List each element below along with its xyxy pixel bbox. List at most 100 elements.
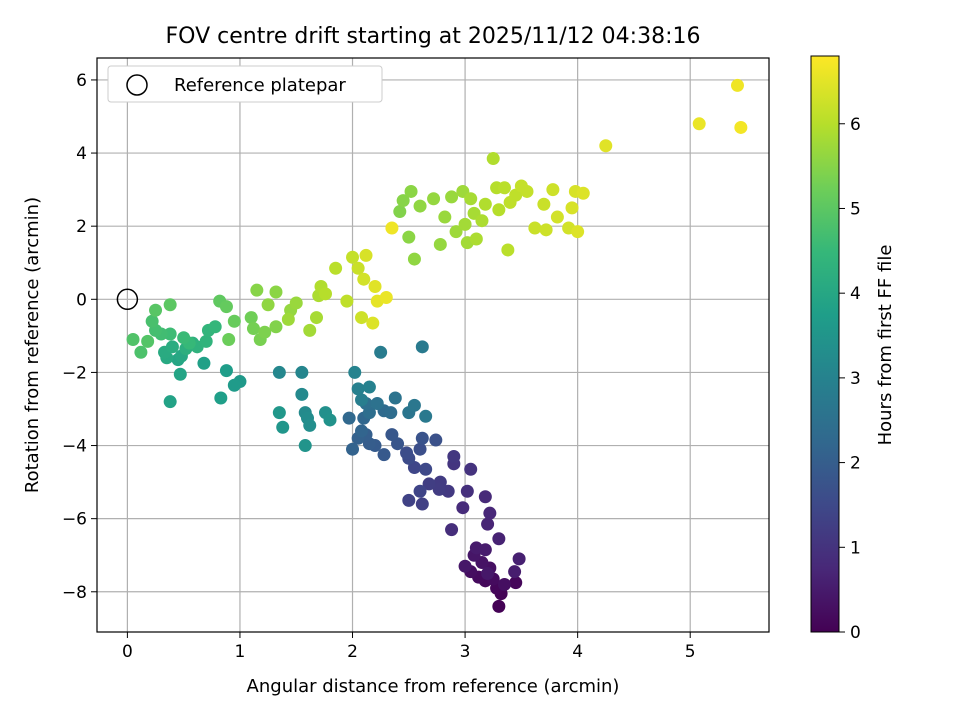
- data-point: [362, 380, 376, 394]
- data-point: [445, 523, 459, 537]
- data-point: [219, 364, 233, 378]
- data-point: [458, 559, 472, 573]
- data-points: [126, 78, 748, 613]
- x-tick-label: 5: [685, 642, 696, 662]
- data-point: [340, 294, 354, 308]
- data-point: [396, 194, 410, 208]
- data-point: [419, 462, 433, 476]
- data-point: [323, 413, 337, 427]
- data-point: [692, 117, 706, 131]
- data-point: [415, 431, 429, 445]
- data-point: [492, 599, 506, 613]
- data-point: [208, 320, 222, 334]
- y-tick-label: 0: [76, 290, 87, 310]
- data-point: [141, 334, 155, 348]
- data-point: [483, 506, 497, 520]
- reference-point-marker: [116, 288, 139, 311]
- data-point: [464, 192, 478, 206]
- colorbar: 0 1 2 3 4 5 6 Hours from first FF file: [810, 55, 896, 643]
- x-tick-label: 4: [572, 642, 583, 662]
- y-tick-label: −4: [62, 437, 87, 457]
- data-point: [481, 567, 495, 581]
- data-point: [177, 331, 191, 345]
- legend: Reference platepar: [107, 65, 383, 103]
- colorbar-tick-label: 4: [850, 284, 861, 304]
- data-point: [303, 418, 317, 432]
- data-point: [351, 261, 365, 275]
- data-point: [346, 250, 360, 264]
- data-point: [730, 78, 744, 92]
- legend-label: Reference platepar: [174, 75, 346, 96]
- data-point: [368, 280, 382, 294]
- data-point: [355, 393, 369, 407]
- data-point: [246, 322, 260, 336]
- colorbar-tick-label: 1: [850, 538, 861, 558]
- data-point: [429, 433, 443, 447]
- y-axis-label: Rotation from reference (arcmin): [22, 197, 43, 493]
- data-point: [571, 225, 585, 239]
- data-point: [497, 577, 511, 591]
- data-point: [269, 285, 283, 299]
- data-point: [509, 576, 523, 590]
- data-point: [393, 205, 407, 219]
- data-point: [419, 409, 433, 423]
- data-point: [734, 120, 748, 134]
- data-point: [539, 223, 553, 237]
- data-point: [528, 221, 542, 235]
- x-axis-label: Angular distance from reference (arcmin): [247, 676, 620, 697]
- legend-marker-icon: [126, 74, 148, 96]
- data-point: [377, 448, 391, 462]
- data-point: [486, 152, 500, 166]
- data-point: [370, 396, 384, 410]
- data-point: [261, 298, 275, 312]
- data-point: [492, 532, 506, 546]
- data-point: [385, 428, 399, 442]
- data-point: [214, 391, 228, 405]
- y-tick-label: −8: [62, 583, 87, 603]
- data-point: [351, 382, 365, 396]
- x-axis-ticks: 0 1 2 3 4 5: [122, 632, 696, 662]
- colorbar-tick-label: 6: [850, 115, 861, 135]
- data-point: [319, 287, 333, 301]
- legend-box: [107, 65, 383, 103]
- data-point: [258, 325, 272, 339]
- data-point: [407, 398, 421, 412]
- y-tick-label: 6: [76, 71, 87, 91]
- y-tick-label: 4: [76, 144, 87, 164]
- data-point: [281, 312, 295, 326]
- data-point: [402, 493, 416, 507]
- y-axis-ticks: −8 −6 −4 −2 0 2 4 6: [62, 71, 97, 603]
- data-point: [599, 139, 613, 153]
- data-point: [497, 181, 511, 195]
- data-point: [295, 365, 309, 379]
- data-point: [219, 300, 233, 314]
- data-point: [289, 296, 303, 310]
- data-point: [460, 484, 474, 498]
- data-point: [269, 320, 283, 334]
- colorbar-tick-label: 2: [850, 454, 861, 474]
- data-point: [329, 261, 343, 275]
- data-point: [546, 183, 560, 197]
- data-point: [404, 184, 418, 198]
- data-point: [199, 334, 213, 348]
- data-point: [276, 420, 290, 434]
- data-point: [163, 395, 177, 409]
- grid-lines: [97, 58, 769, 632]
- data-point: [357, 272, 371, 286]
- data-point: [145, 314, 159, 328]
- data-point: [272, 406, 286, 420]
- data-point: [355, 424, 369, 438]
- data-point: [537, 197, 551, 211]
- data-point: [163, 327, 177, 341]
- data-point: [427, 192, 441, 206]
- data-point: [126, 333, 140, 347]
- data-point: [478, 543, 492, 557]
- data-point: [449, 225, 463, 239]
- data-point: [438, 210, 452, 224]
- plot-frame: [96, 57, 770, 633]
- data-point: [298, 439, 312, 453]
- data-point: [469, 232, 483, 246]
- data-point: [447, 450, 461, 464]
- y-tick-label: −2: [62, 363, 87, 383]
